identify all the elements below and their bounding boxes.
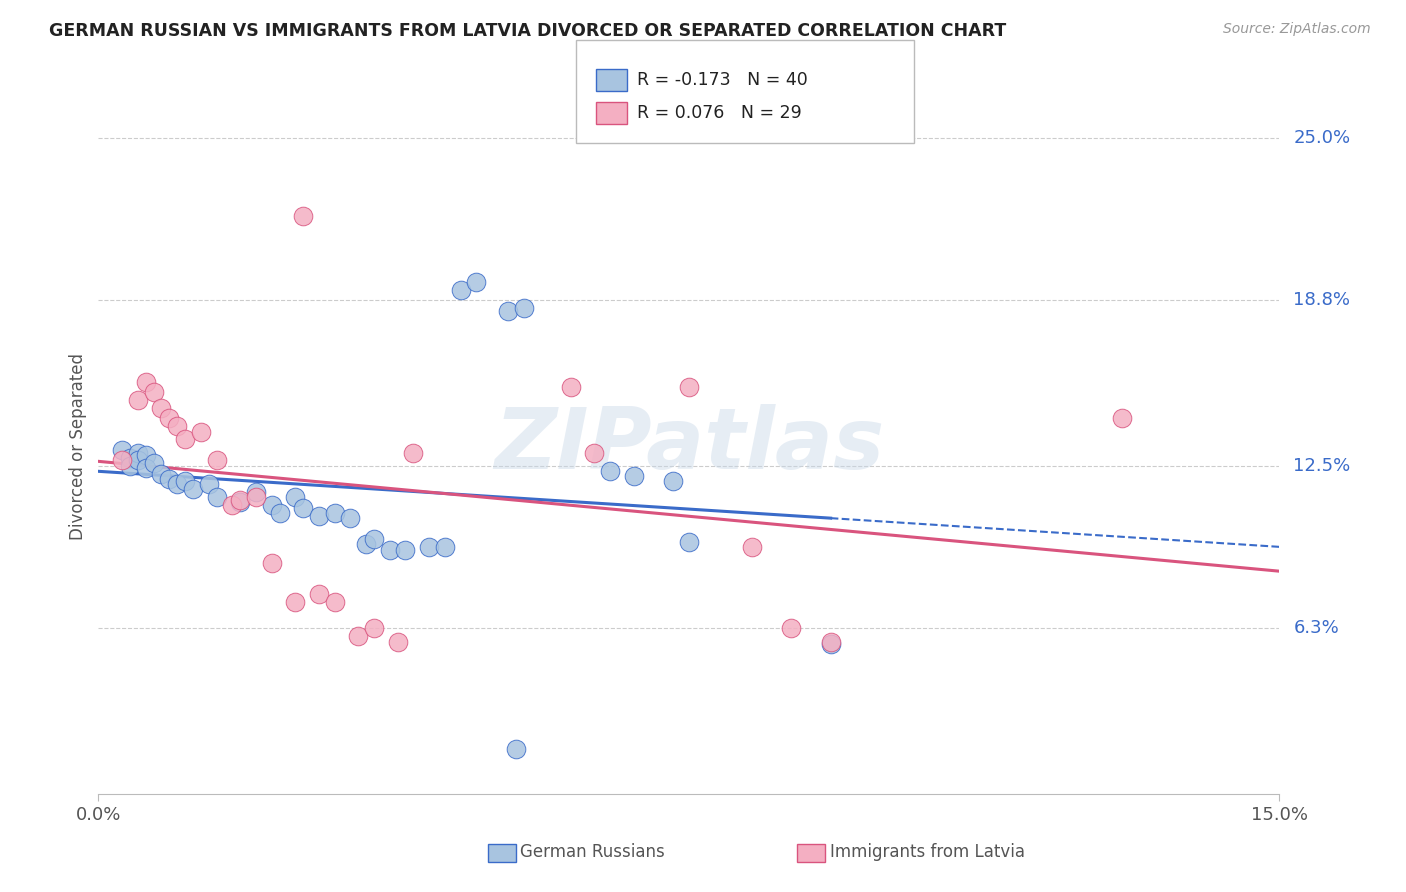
Text: 18.8%: 18.8% <box>1294 292 1350 310</box>
Point <box>394 542 416 557</box>
Point <box>229 495 252 509</box>
Point <box>269 506 291 520</box>
Point <box>135 448 157 462</box>
Text: German Russians: German Russians <box>520 843 665 861</box>
Point <box>378 542 401 557</box>
Point <box>157 472 180 486</box>
Point <box>363 532 385 546</box>
Point <box>347 629 370 643</box>
Point <box>118 450 141 465</box>
Point <box>118 458 141 473</box>
Text: GERMAN RUSSIAN VS IMMIGRANTS FROM LATVIA DIVORCED OR SEPARATED CORRELATION CHART: GERMAN RUSSIAN VS IMMIGRANTS FROM LATVIA… <box>49 22 1007 40</box>
Point <box>157 411 180 425</box>
Point <box>363 622 385 636</box>
Point <box>292 500 315 515</box>
Point <box>190 425 212 439</box>
Point <box>142 456 165 470</box>
Point <box>820 637 842 651</box>
Point <box>662 475 685 489</box>
Point <box>450 283 472 297</box>
Point <box>323 506 346 520</box>
Point <box>623 469 645 483</box>
Text: 25.0%: 25.0% <box>1294 128 1351 146</box>
Point <box>127 445 149 459</box>
Point <box>284 595 307 609</box>
Point <box>166 419 188 434</box>
Point <box>174 475 197 489</box>
Point <box>150 401 173 415</box>
Text: ZIPatlas: ZIPatlas <box>494 404 884 488</box>
Point <box>323 595 346 609</box>
Point <box>599 464 621 478</box>
Point <box>135 461 157 475</box>
Point <box>402 445 425 459</box>
Text: R = 0.076   N = 29: R = 0.076 N = 29 <box>637 104 801 122</box>
Point <box>127 392 149 407</box>
Text: Immigrants from Latvia: Immigrants from Latvia <box>830 843 1025 861</box>
Point <box>142 385 165 400</box>
Point <box>111 453 134 467</box>
Point <box>433 540 456 554</box>
Point <box>260 498 283 512</box>
Point <box>221 498 243 512</box>
Point <box>284 490 307 504</box>
Point <box>678 534 700 549</box>
Text: Source: ZipAtlas.com: Source: ZipAtlas.com <box>1223 22 1371 37</box>
Point <box>820 634 842 648</box>
Text: 12.5%: 12.5% <box>1294 457 1351 475</box>
Point <box>174 433 197 447</box>
Point <box>583 445 606 459</box>
Point <box>308 508 330 523</box>
Point <box>205 453 228 467</box>
Point <box>292 209 315 223</box>
Point <box>387 634 409 648</box>
Point <box>1111 411 1133 425</box>
Point <box>465 275 488 289</box>
Point <box>780 622 803 636</box>
Point <box>181 483 204 497</box>
Point <box>354 537 377 551</box>
Point <box>678 380 700 394</box>
Point <box>560 380 582 394</box>
Point <box>339 511 361 525</box>
Text: 6.3%: 6.3% <box>1294 619 1339 638</box>
Point <box>135 375 157 389</box>
Text: R = -0.173   N = 40: R = -0.173 N = 40 <box>637 71 807 89</box>
Point <box>418 540 440 554</box>
Point <box>127 453 149 467</box>
Point <box>245 490 267 504</box>
Point <box>205 490 228 504</box>
Point <box>229 492 252 507</box>
Point <box>197 477 219 491</box>
Y-axis label: Divorced or Separated: Divorced or Separated <box>69 352 87 540</box>
Point <box>245 485 267 500</box>
Point <box>166 477 188 491</box>
Point <box>505 742 527 756</box>
Point <box>150 467 173 481</box>
Point <box>308 587 330 601</box>
Point <box>512 301 534 315</box>
Point <box>111 442 134 457</box>
Point <box>741 540 763 554</box>
Point <box>496 303 519 318</box>
Point <box>260 556 283 570</box>
